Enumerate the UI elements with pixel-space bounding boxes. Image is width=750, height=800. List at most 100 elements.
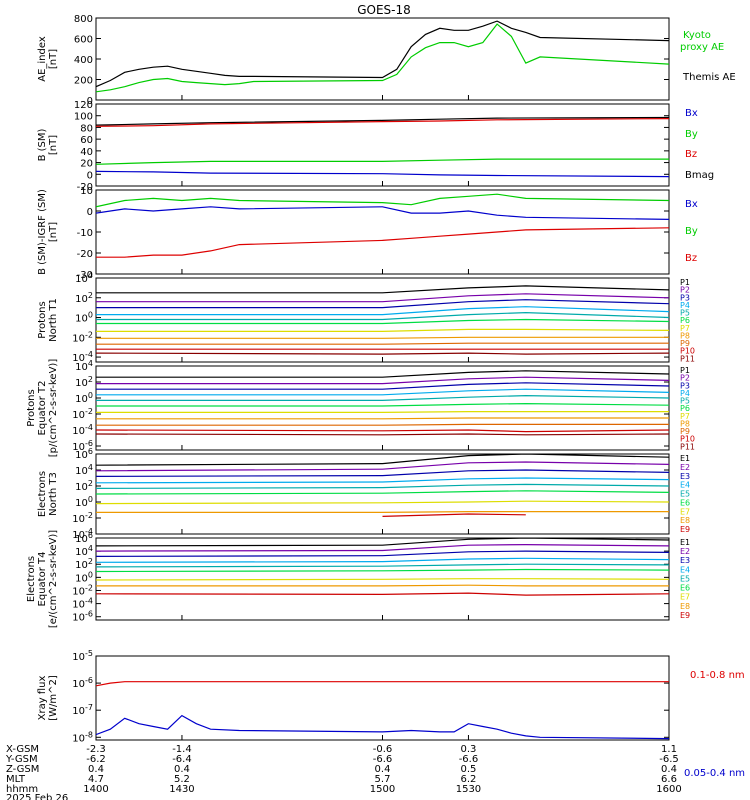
legend-entry: Bz — [685, 149, 697, 160]
legend-entry: Bmag — [685, 170, 714, 181]
series-label: P1 — [680, 366, 690, 375]
y-tick-label: 100 — [75, 495, 93, 509]
series-label: E6 — [680, 498, 690, 507]
series-line-e9 — [382, 513, 526, 517]
series-line-bz — [96, 227, 669, 258]
series-label: P6 — [680, 316, 690, 325]
series-line-themis-ae — [96, 20, 669, 88]
series-line-e6 — [96, 568, 669, 573]
series-label: E8 — [680, 516, 690, 525]
y-tick-label: -10 — [77, 228, 93, 239]
y-tick-label: 10-8 — [72, 730, 93, 744]
series-label: P9 — [680, 339, 690, 348]
y-tick-label: 40 — [80, 147, 93, 158]
y-tick-label: 10 — [80, 186, 93, 197]
legend-entry: Bx — [685, 199, 698, 210]
series-label: P8 — [680, 331, 690, 340]
ephemeris-value: -2.3 — [86, 744, 106, 755]
series-line-p3 — [96, 299, 669, 309]
series-line-e9 — [96, 592, 669, 596]
series-line-e7 — [96, 578, 669, 581]
series-line-p2 — [96, 293, 669, 303]
y-tick-label: 20 — [80, 159, 93, 170]
ephemeris-value: 1430 — [169, 784, 194, 795]
y-tick-label: 106 — [75, 531, 93, 545]
y-tick-label: 10-4 — [72, 597, 93, 611]
series-line-bx — [96, 170, 669, 178]
series-label: P4 — [680, 301, 690, 310]
ephemeris-value: 1600 — [656, 784, 681, 795]
ephemeris-value: 0.3 — [460, 744, 476, 755]
series-line-p7 — [96, 328, 669, 332]
series-label: P11 — [680, 354, 695, 363]
legend-entry: Bx — [685, 108, 698, 119]
ephemeris-value: 0.4 — [375, 764, 391, 775]
series-line-bx — [96, 206, 669, 220]
y-tick-label: 100 — [75, 570, 93, 584]
series-label: P3 — [680, 293, 690, 302]
y-tick-label: 80 — [80, 123, 93, 134]
series-label: E8 — [680, 602, 690, 611]
series-label: P4 — [680, 389, 690, 398]
series-line-p7 — [96, 411, 669, 413]
series-label: P5 — [680, 309, 690, 318]
y-tick-label: 400 — [74, 55, 93, 66]
y-axis-label: ProtonsEquator T2[p/(cm^2-s-sr-keV)] — [26, 359, 59, 458]
y-tick-label: -20 — [77, 249, 93, 260]
ephemeris-value: 5.7 — [375, 774, 391, 785]
series-line-p3 — [96, 382, 669, 390]
series-label: E2 — [680, 547, 690, 556]
panel-3: 10 0 -10 -20 -30 B (SM)-IGRF (SM)[nT] Bx By Bz — [37, 186, 698, 281]
ephemeris-value: -6.4 — [172, 754, 192, 765]
series-line-p5 — [96, 311, 669, 321]
legend-entry: Themis AE — [682, 72, 736, 83]
y-tick-label: 10-4 — [72, 423, 93, 437]
y-tick-label: 102 — [75, 479, 93, 493]
series-label: E1 — [680, 454, 690, 463]
series-label: E3 — [680, 472, 690, 481]
ephemeris-value: -6.6 — [459, 754, 479, 765]
y-tick-label: 104 — [75, 271, 93, 285]
ephemeris-value: 0.5 — [460, 764, 476, 775]
series-line-by — [96, 193, 669, 208]
ephemeris-row-label: Z-GSM — [6, 764, 39, 775]
ephemeris-value: -6.2 — [86, 754, 106, 765]
y-tick-label: 102 — [75, 557, 93, 571]
y-tick-label: 10-2 — [72, 330, 93, 344]
series-label: E2 — [680, 463, 690, 472]
series-line-kyoto-proxy-ae — [96, 23, 669, 93]
series-label: P6 — [680, 404, 690, 413]
y-axis-label: ProtonsNorth T1 — [37, 298, 59, 342]
y-tick-label: 106 — [75, 447, 93, 461]
date-label: 2025 Feb 26 — [6, 793, 68, 800]
series-label: P10 — [680, 435, 695, 444]
y-tick-label: 10-6 — [72, 610, 93, 624]
series-label: P9 — [680, 427, 690, 436]
series-line-p10 — [96, 429, 669, 433]
y-tick-label: 10-7 — [72, 703, 93, 717]
y-tick-label: 10-2 — [72, 511, 93, 525]
y-tick-label: 102 — [75, 375, 93, 389]
series-line-e2 — [96, 543, 669, 552]
y-axis-label: ElectronsNorth T3 — [37, 471, 59, 517]
series-line-e1 — [96, 454, 669, 466]
y-tick-label: 800 — [74, 14, 93, 25]
series-label: P1 — [680, 278, 690, 287]
series-line-e3 — [96, 550, 669, 557]
series-line-bz — [96, 118, 669, 127]
ephemeris-value: -6.6 — [373, 754, 393, 765]
series-line-e8 — [96, 584, 669, 587]
series-line-e7 — [96, 500, 669, 505]
series-label: E5 — [680, 490, 690, 499]
series-line-0-1-0-8-nm — [96, 681, 669, 687]
ephemeris-value: -6.5 — [659, 754, 679, 765]
ephemeris-value: 0.4 — [88, 764, 104, 775]
series-label: P10 — [680, 347, 695, 356]
y-tick-label: -30 — [77, 270, 93, 281]
y-axis-label: AE_index[nT] — [37, 36, 59, 82]
series-label: P2 — [680, 374, 690, 383]
ephemeris-value: 0.4 — [174, 764, 190, 775]
